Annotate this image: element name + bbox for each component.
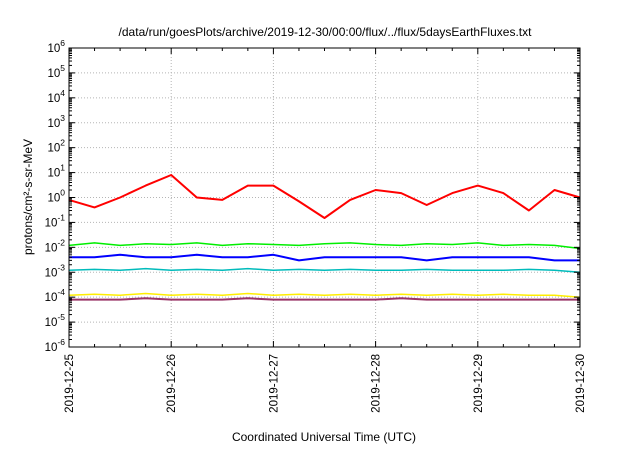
- y-tick-label: 104: [47, 88, 65, 105]
- y-tick-label: 105: [47, 63, 65, 80]
- grid-layer: [69, 48, 580, 347]
- x-tick-label: 2019-12-29: [473, 354, 485, 413]
- x-tick-label: 2019-12-25: [64, 354, 76, 413]
- ticks-layer: [68, 47, 581, 348]
- chart-title: /data/run/goesPlots/archive/2019-12-30/0…: [119, 25, 533, 39]
- y-tick-label: 10-5: [45, 312, 66, 329]
- y-axis-label: protons/cm²-s-sr-MeV: [21, 139, 35, 255]
- x-tick-label: 2019-12-26: [166, 354, 178, 413]
- x-tick-labels: 2019-12-25 2019-12-26 2019-12-27 2019-12-28…: [64, 354, 587, 413]
- x-tick-label: 2019-12-27: [268, 354, 280, 413]
- series-line-1: [68, 174, 581, 219]
- series-line-3: [69, 253, 580, 262]
- y-tick-label: 101: [47, 163, 65, 180]
- series-line-5: [68, 292, 581, 298]
- x-axis-label: Coordinated Universal Time (UTC): [232, 430, 416, 444]
- y-tick-label: 10-6: [45, 337, 66, 354]
- y-tick-label: 102: [47, 138, 65, 155]
- y-tick-label: 100: [47, 188, 65, 205]
- series-line-4: [68, 267, 581, 274]
- y-tick-labels: 10-6 10-5 10-4 10-3 10-2 10-1 100 101 102 103 104 1…: [45, 38, 66, 354]
- y-tick-label: 10-1: [45, 212, 66, 229]
- series-layer: [68, 174, 581, 301]
- x-tick-label: 2019-12-28: [371, 354, 383, 413]
- y-tick-label: 106: [47, 38, 65, 55]
- y-tick-label: 10-2: [45, 237, 66, 254]
- series-line-2: [68, 242, 581, 250]
- y-tick-label: 10-4: [45, 287, 66, 304]
- y-tick-label: 10-3: [45, 262, 66, 279]
- y-tick-label: 103: [47, 113, 65, 130]
- series-line-6: [69, 297, 580, 301]
- x-tick-label: 2019-12-30: [575, 354, 587, 413]
